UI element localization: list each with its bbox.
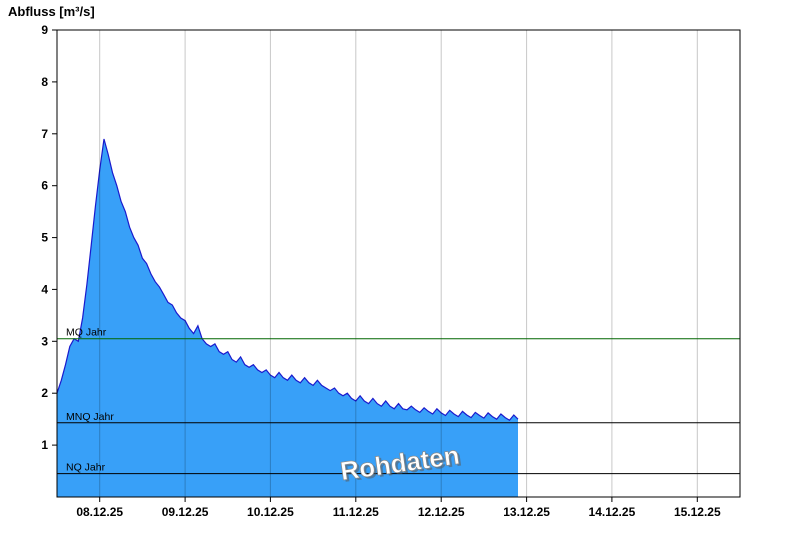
x-tick-label: 15.12.25 (674, 505, 721, 519)
discharge-line (56, 138, 519, 421)
axes: 1 2 3 4 5 6 7 8 9 08.12.25 09.12.25 10.12.25 11.12.2… (41, 23, 721, 519)
y-tick-label: 9 (41, 23, 48, 37)
y-axis-title: Abfluss [m³/s] (8, 4, 95, 19)
y-tick-label: 4 (41, 282, 48, 296)
reference-line-label: MNQ Jahr (66, 411, 114, 423)
reference-line-nq: NQ Jahr (57, 462, 740, 475)
y-tick-label: 2 (41, 386, 48, 400)
x-tick-label: 13.12.25 (503, 505, 550, 519)
x-tick-label: 09.12.25 (162, 505, 209, 519)
y-tick-label: 6 (41, 179, 48, 193)
discharge-area (57, 139, 518, 497)
y-tick-label: 8 (41, 75, 48, 89)
plot-border (56, 29, 741, 498)
grid-lines (99, 30, 698, 497)
y-tick-label: 7 (41, 127, 48, 141)
reference-line-label: NQ Jahr (66, 462, 106, 474)
x-tick-label: 10.12.25 (247, 505, 294, 519)
x-tick-label: 08.12.25 (76, 505, 123, 519)
x-tick-label: 12.12.25 (418, 505, 465, 519)
y-tick-label: 3 (41, 334, 48, 348)
y-tick-label: 5 (41, 231, 48, 245)
reference-line-label: MQ Jahr (66, 327, 107, 339)
x-tick-label: 11.12.25 (333, 505, 379, 519)
reference-line-mq: MQ Jahr (57, 327, 740, 340)
reference-line-mnq: MNQ Jahr (57, 411, 740, 424)
y-tick-label: 1 (41, 438, 48, 452)
x-tick-label: 14.12.25 (589, 505, 636, 519)
